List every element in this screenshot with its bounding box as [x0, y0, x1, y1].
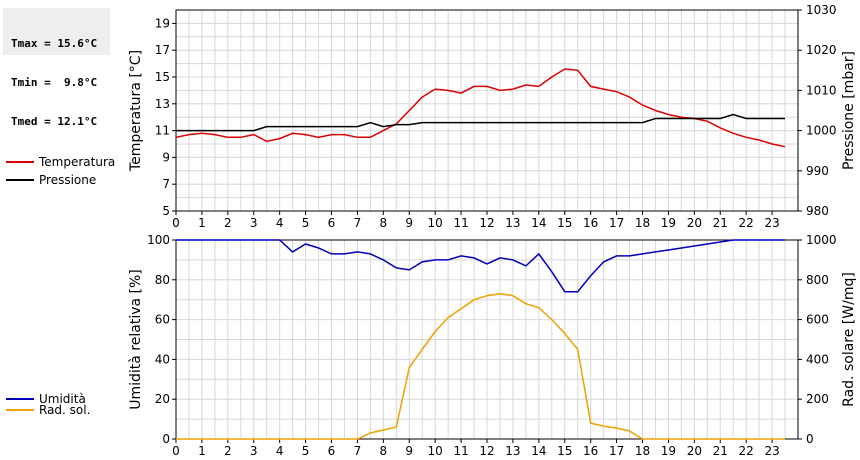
legend-pressione-swatch — [6, 179, 34, 181]
x-tick-label: 16 — [583, 444, 598, 458]
x-tick-label: 7 — [354, 216, 362, 230]
stat-tmin: Tmin = 9.8°C — [11, 76, 98, 89]
legend-temperatura-swatch — [6, 161, 34, 163]
y-right-tick-label: 1010 — [806, 83, 837, 97]
x-tick-label: 22 — [739, 216, 754, 230]
x-tick-label: 23 — [764, 444, 779, 458]
x-tick-label: 21 — [713, 216, 728, 230]
legend-temperatura-label: Temperatura — [39, 155, 116, 169]
x-tick-label: 8 — [380, 444, 388, 458]
x-tick-label: 9 — [405, 444, 413, 458]
y-tick-label: 11 — [155, 124, 170, 138]
y-right-tick-label: 0 — [806, 432, 814, 446]
legend-umidita-swatch — [6, 398, 34, 400]
x-tick-label: 8 — [380, 216, 388, 230]
y-right-tick-label: 1000 — [806, 124, 837, 138]
chart-panel-temp: 0 1 2 3 4 5 6 7 8 9 10 11 12 13 14 15 16 17 18 19 20 21 22 2357… — [128, 3, 857, 230]
y-tick-label: 20 — [155, 392, 170, 406]
y-tick-label: 19 — [155, 16, 170, 30]
x-tick-label: 20 — [687, 216, 702, 230]
x-tick-label: 20 — [687, 444, 702, 458]
x-tick-label: 18 — [635, 444, 650, 458]
x-tick-label: 2 — [224, 444, 232, 458]
x-tick-label: 9 — [405, 216, 413, 230]
x-tick-label: 0 — [172, 216, 180, 230]
x-tick-label: 13 — [505, 216, 520, 230]
x-tick-label: 14 — [531, 444, 546, 458]
y-right-tick-label: 400 — [806, 352, 829, 366]
y-tick-label: 13 — [155, 97, 170, 111]
x-tick-label: 0 — [172, 444, 180, 458]
y-right-tick-label: 1000 — [806, 233, 837, 247]
x-tick-label: 15 — [557, 216, 572, 230]
x-tick-label: 18 — [635, 216, 650, 230]
y-right-tick-label: 600 — [806, 313, 829, 327]
x-tick-label: 22 — [739, 444, 754, 458]
y-tick-label: 60 — [155, 313, 170, 327]
y-axis-label: Umidità relativa [%] — [128, 269, 144, 410]
x-tick-label: 11 — [453, 216, 468, 230]
x-tick-label: 1 — [198, 444, 206, 458]
x-tick-label: 10 — [428, 444, 443, 458]
series-line-temp-0 — [175, 68, 786, 148]
y-right-tick-label: 1030 — [806, 3, 837, 17]
x-tick-label: 5 — [302, 216, 310, 230]
y-tick-label: 0 — [162, 432, 170, 446]
y-right-tick-label: 800 — [806, 273, 829, 287]
y-right-tick-label: 1020 — [806, 43, 837, 57]
y-right-axis-label: Rad. solare [W/mq] — [841, 272, 857, 407]
chart-panel-hum: 0 1 2 3 4 5 6 7 8 9 10 11 12 13 14 15 16 17 18 19 20 21 22 2302… — [128, 233, 857, 458]
y-tick-label: 7 — [162, 177, 170, 191]
legend-radsol-label: Rad. sol. — [39, 403, 91, 417]
x-tick-label: 4 — [276, 444, 284, 458]
x-tick-label: 6 — [328, 444, 336, 458]
x-tick-label: 5 — [302, 444, 310, 458]
x-tick-label: 10 — [428, 216, 443, 230]
stat-tmax: Tmax = 15.6°C — [11, 37, 98, 50]
legend-pressione-label: Pressione — [39, 173, 97, 187]
legend-umidita-label: Umidità — [39, 392, 86, 406]
series-line-hum-0 — [176, 239, 785, 293]
legend-radsol-swatch — [6, 409, 34, 411]
x-tick-label: 7 — [354, 444, 362, 458]
y-right-tick-label: 200 — [806, 392, 829, 406]
x-tick-label: 15 — [557, 444, 572, 458]
y-tick-label: 80 — [155, 273, 170, 287]
y-tick-label: 40 — [155, 352, 170, 366]
y-tick-label: 9 — [162, 150, 170, 164]
y-right-axis-label: Pressione [mbar] — [841, 51, 857, 170]
y-tick-label: 17 — [155, 43, 170, 57]
x-tick-label: 19 — [661, 444, 676, 458]
x-tick-label: 12 — [479, 216, 494, 230]
x-tick-label: 3 — [250, 216, 258, 230]
y-right-tick-label: 980 — [806, 204, 829, 218]
x-tick-label: 11 — [453, 444, 468, 458]
x-tick-label: 1 — [198, 216, 206, 230]
y-tick-label: 15 — [155, 70, 170, 84]
x-tick-label: 6 — [328, 216, 336, 230]
x-tick-label: 17 — [609, 444, 624, 458]
x-tick-label: 4 — [276, 216, 284, 230]
x-tick-label: 17 — [609, 216, 624, 230]
series-line-temp-1 — [176, 113, 785, 132]
series-line-hum-1 — [176, 292, 785, 440]
x-tick-label: 16 — [583, 216, 598, 230]
x-tick-label: 3 — [250, 444, 258, 458]
x-tick-label: 23 — [764, 216, 779, 230]
x-tick-label: 21 — [713, 444, 728, 458]
y-tick-label: 100 — [147, 233, 170, 247]
x-tick-label: 12 — [479, 444, 494, 458]
x-tick-label: 19 — [661, 216, 676, 230]
x-tick-label: 2 — [224, 216, 232, 230]
stat-tmed: Tmed = 12.1°C — [11, 115, 98, 128]
stats-box: Tmax = 15.6°C Tmin = 9.8°C Tmed = 12.1°C — [3, 8, 110, 128]
x-tick-label: 14 — [531, 216, 546, 230]
y-axis-label: Temperatura [°C] — [128, 50, 144, 172]
y-tick-label: 5 — [162, 204, 170, 218]
x-tick-label: 13 — [505, 444, 520, 458]
y-right-tick-label: 990 — [806, 164, 829, 178]
